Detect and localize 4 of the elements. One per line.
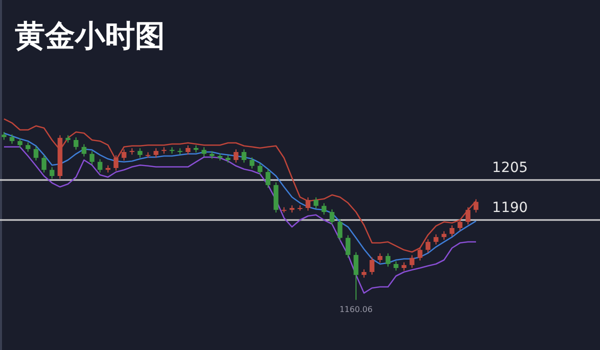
annotation: 1160.06 bbox=[339, 304, 373, 314]
y-tick-label: 1190 bbox=[492, 200, 528, 216]
y-tick-label: 1205 bbox=[492, 160, 528, 176]
text: 黄金小时图 bbox=[15, 19, 165, 54]
